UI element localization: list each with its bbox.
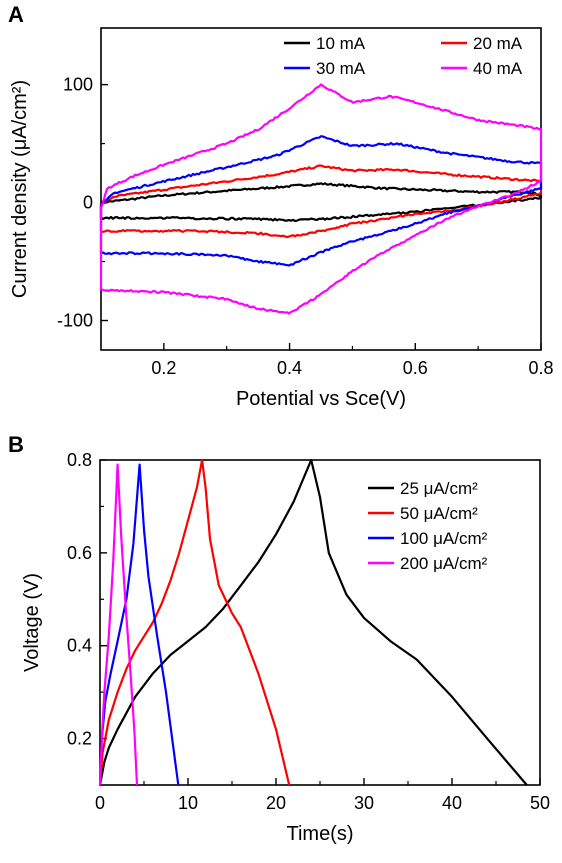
y-tick-label: 0.2 (67, 729, 92, 749)
panel-a: A 0.2 0.4 0.6 0.8 -100 0 100 Potential vs Sce(V)… (8, 2, 554, 410)
y-tick-label: 0 (83, 193, 93, 213)
legend-label: 100 μA/cm² (400, 529, 488, 548)
y-tick-label: 0.6 (67, 543, 92, 563)
y-tick-label: 0.8 (67, 450, 92, 470)
y-axis-title: Voltage (V) (21, 573, 43, 672)
cv-curve-series (99, 83, 543, 315)
x-axis-title: Time(s) (286, 823, 353, 845)
x-tick-label: 0.6 (403, 358, 428, 378)
y-axis-title: Current density (μA/cm²) (9, 80, 31, 298)
x-tick-label: 0.2 (151, 358, 176, 378)
x-tick-label: 50 (530, 793, 550, 813)
x-tick-label: 20 (266, 793, 286, 813)
x-tick-label: 10 (178, 793, 198, 813)
panel-b: B 0 10 20 30 40 50 0.2 0.4 0.6 0.8 Time(s) Voltage (… (8, 432, 550, 845)
cv-curve-series (99, 164, 543, 239)
legend-label: 200 μA/cm² (400, 554, 488, 573)
y-tick-label: 0.4 (67, 636, 92, 656)
x-tick-label: 30 (354, 793, 374, 813)
x-axis-title: Potential vs Sce(V) (236, 388, 406, 410)
x-tick-label: 0.4 (277, 358, 302, 378)
x-tick-label: 0.8 (528, 358, 553, 378)
legend-label: 30 mA (316, 59, 366, 78)
legend-label: 50 μA/cm² (400, 504, 478, 523)
charge-discharge-series (98, 463, 139, 786)
y-tick-label: 100 (63, 75, 93, 95)
panel-label: A (8, 2, 24, 27)
x-tick-label: 40 (442, 793, 462, 813)
y-tick-label: -100 (57, 311, 93, 331)
legend-label: 20 mA (473, 34, 523, 53)
x-tick-label: 0 (95, 793, 105, 813)
cv-curve-series (99, 182, 543, 222)
panel-label: B (8, 432, 24, 457)
legend-label: 40 mA (473, 59, 523, 78)
legend-label: 10 mA (316, 34, 366, 53)
legend-label: 25 μA/cm² (400, 479, 478, 498)
cv-curve-series (99, 135, 543, 267)
charge-discharge-series (98, 458, 291, 786)
charge-discharge-series (98, 463, 180, 786)
